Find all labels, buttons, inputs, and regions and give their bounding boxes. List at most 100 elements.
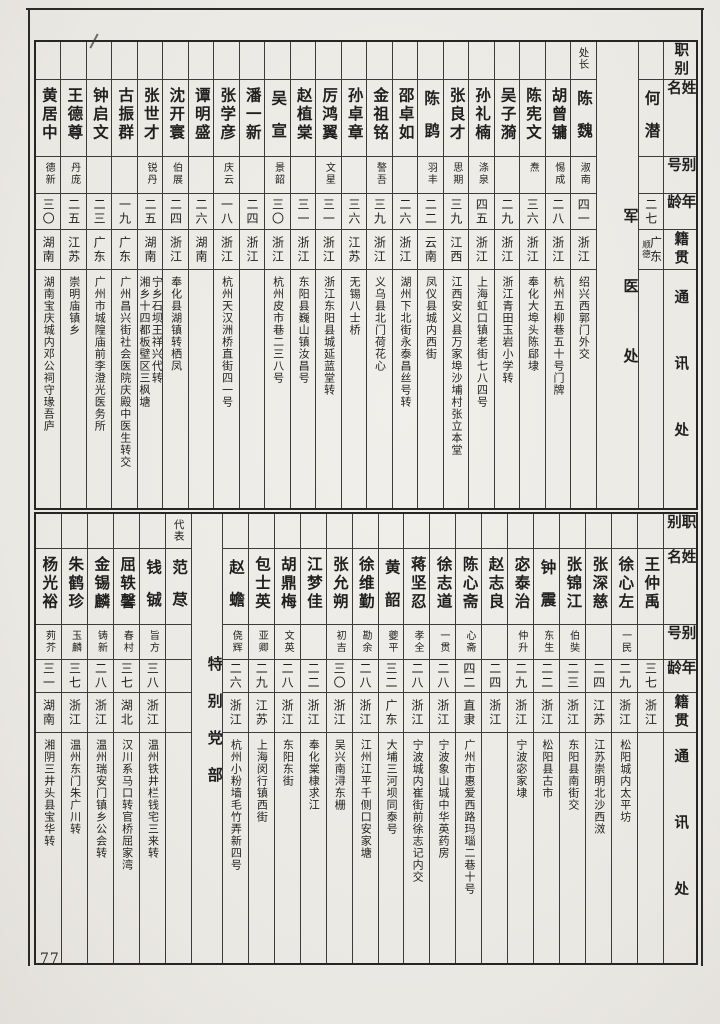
name-cell: 黄韶 — [378, 549, 404, 625]
address-cell: 湖南宝庆城内邓公祠守瑑吾庐 — [36, 270, 60, 508]
roster-table-military-medical-office: 职别 姓名 别号 年龄 籍贯 通讯处 何潜 二七 广东 顺德 军医处 处长 陈魏 淑南 四一 浙江 绍兴西郭门外… — [34, 40, 698, 510]
person-address: 松阳城内太平坊 — [618, 739, 632, 823]
header-column: 职别 姓名 别号 年龄 籍贯 通讯处 — [663, 42, 696, 508]
header-label: 年龄 — [665, 660, 696, 679]
age-cell: 二九 — [494, 194, 520, 230]
person-alias: 铸新 — [95, 630, 107, 654]
rank-cell — [112, 42, 137, 80]
person-address: 宁波象山城中华英药房 — [437, 739, 451, 859]
address-cell: 江州江平千侧口安家塘 — [353, 733, 378, 963]
province-cell: 浙江 — [571, 230, 596, 270]
name-cell: 陈宪文 — [520, 80, 545, 157]
person-column: 吴宣 景韶 三〇 浙江 杭州皮市巷二三八号 — [264, 42, 290, 508]
person-address: 松阳县古市 — [540, 739, 554, 799]
province-cell: 浙江 — [214, 230, 239, 270]
alias-cell: 茢芥 — [36, 625, 62, 660]
name-cell: 赵志良 — [482, 549, 508, 625]
name-cell: 沈开寰 — [163, 80, 188, 157]
address-cell: 温州瑞安门镇乡公会转 — [88, 733, 113, 963]
person-name: 赵蟾 — [227, 559, 246, 624]
person-address: 宁乡石坝王祥兴代转 湘乡十四都板壁区三枫塘 — [138, 276, 163, 408]
person-age: 二八 — [550, 197, 565, 226]
province-cell: 浙江 — [367, 230, 392, 270]
person-column: 江梦佳 二二 浙江 奉化棠棣求江 — [299, 514, 326, 963]
person-province: 浙江 — [539, 698, 554, 727]
province-cell: 浙江 — [508, 693, 534, 733]
person-column: 邵卓如 二六 浙江 湖州下北街永泰昌丝号转 — [391, 42, 418, 508]
person-address: 杭州小粉墙毛竹弄新四号 — [229, 739, 243, 871]
name-cell: 陈鹍 — [418, 80, 443, 157]
person-address: 东阳东街 — [281, 739, 295, 787]
name-cell: 赵植棠 — [290, 80, 316, 157]
person-province: 浙江 — [372, 235, 387, 264]
alias-cell: 淑南 — [571, 157, 596, 194]
age-cell: 二九 — [248, 660, 274, 693]
person-age: 二九 — [617, 662, 632, 690]
rank-cell — [222, 514, 248, 549]
header-label: 年龄 — [665, 194, 696, 213]
person-age: 二四 — [591, 662, 606, 690]
address-cell — [189, 270, 213, 508]
province-cell: 湖南 — [35, 230, 61, 270]
alias-cell: 文星 — [316, 157, 341, 194]
person-address: 湘阴三井头县宝华转 — [42, 739, 56, 847]
name-cell: 古振群 — [112, 80, 137, 157]
province-cell: 浙江 — [290, 230, 316, 270]
age-cell: 二二 — [300, 660, 326, 693]
province-cell: 江苏 — [586, 693, 612, 733]
person-name: 钟震 — [538, 559, 557, 624]
person-age: 三二 — [383, 662, 398, 690]
person-address: 温州东门朱广川转 — [68, 739, 82, 835]
person-alias: 一贯 — [437, 630, 449, 654]
header-label: 通讯处 — [672, 748, 689, 948]
name-cell: 江梦佳 — [300, 549, 326, 625]
person-name: 张学彦 — [218, 87, 237, 143]
alias-cell: 东生 — [534, 625, 560, 660]
alias-cell — [188, 157, 214, 194]
alias-cell — [482, 625, 508, 660]
province-cell: 江苏 — [248, 693, 274, 733]
name-cell: 赵蟾 — [222, 549, 248, 625]
person-address: 湖州下北街永泰昌丝号转 — [399, 276, 413, 408]
rank-cell — [214, 42, 239, 80]
person-column: 古振群 一九 广东 广州昌兴街社会医院庆殿中医生转交 — [111, 42, 137, 508]
age-cell: 二六 — [392, 194, 418, 230]
province-cell: 云南 — [418, 230, 443, 270]
alias-cell — [586, 625, 612, 660]
age-cell: 二九 — [612, 660, 638, 693]
address-cell: 东阳县南街交 — [560, 733, 585, 963]
person-column: 胡鼎梅 文英 二八 浙江 东阳东街 — [273, 514, 300, 963]
alias-cell — [239, 157, 265, 194]
roster-table-special-party-branch: 职别 姓名 别号 年龄 籍贯 通讯处 王仲禹 三七 浙江 徐心左 一民 二九 浙江 松阳城内太平坊 张深慈二… — [34, 512, 698, 965]
name-cell: 谭明盛 — [188, 80, 214, 157]
alias-cell: 仲升 — [508, 625, 534, 660]
age-cell: 四二 — [456, 660, 482, 693]
person-province: 浙江 — [643, 698, 658, 727]
address-cell: 广州市城隍庙前李澄光医务所 — [87, 270, 111, 508]
province-cell: 浙江 — [62, 693, 87, 733]
name-cell: 张深慈 — [586, 549, 612, 625]
address-cell: 湖州下北街永泰昌丝号转 — [393, 270, 417, 508]
alias-cell — [494, 157, 520, 194]
province-cell: 浙江 — [222, 693, 248, 733]
rank-cell — [638, 42, 663, 80]
person-column: 王仲禹 三七 浙江 — [637, 514, 663, 963]
province-cell: 浙江 — [545, 230, 571, 270]
address-cell: 杭州皮市巷二三八号 — [265, 270, 289, 508]
person-column: 张世才 锐丹 二五 湖南 宁乡石坝王祥兴代转 湘乡十四都板壁区三枫塘 — [136, 42, 163, 508]
person-alias: 焘 — [527, 162, 539, 174]
address-cell: 浙江青田玉岩小学转 — [495, 270, 519, 508]
province-cell: 江苏 — [341, 230, 367, 270]
header-cell: 年龄 — [664, 194, 696, 230]
rank-cell — [392, 42, 418, 80]
name-cell: 张良才 — [443, 80, 469, 157]
person-column: 王德尊 丹庞 二五 江苏 崇明庙镇乡 — [60, 42, 86, 508]
person-name: 孙卓章 — [345, 87, 364, 143]
person-name: 何潜 — [642, 90, 661, 155]
header-label: 别号 — [665, 625, 696, 644]
name-cell: 陈心斋 — [456, 549, 482, 625]
province-cell: 浙江 — [352, 693, 378, 733]
person-age: 二八 — [435, 662, 450, 690]
age-cell: 四一 — [571, 194, 596, 230]
name-cell: 何潜 — [638, 80, 663, 157]
